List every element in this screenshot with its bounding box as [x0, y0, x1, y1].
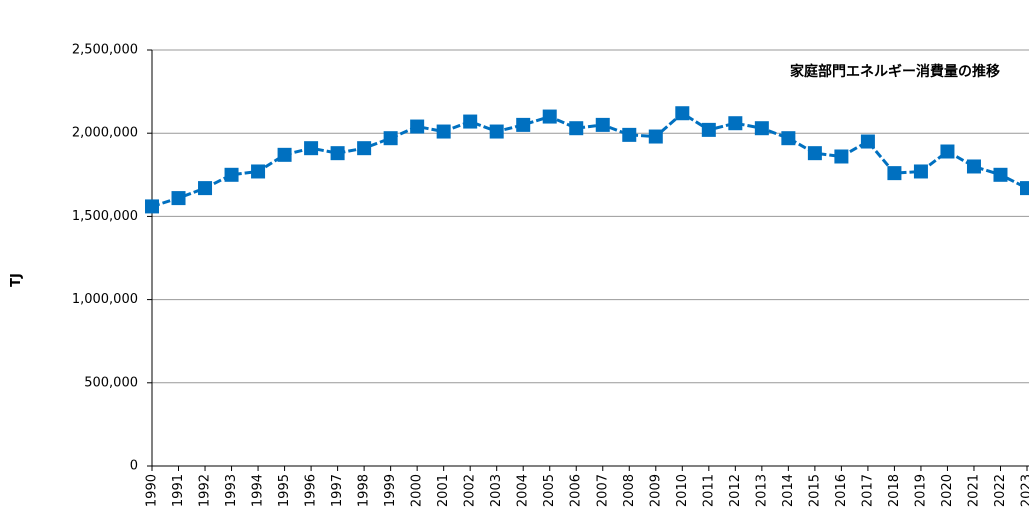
data-point — [913, 164, 928, 179]
data-point — [887, 166, 902, 181]
x-tick-label: 2011 — [701, 474, 716, 507]
data-point — [489, 124, 504, 139]
x-tick-label: 1995 — [277, 474, 292, 507]
data-point — [701, 122, 716, 137]
data-point — [145, 199, 159, 214]
x-tick-label: 1993 — [224, 474, 239, 507]
x-tick-label: 2020 — [940, 474, 955, 507]
x-tick-label: 2006 — [569, 474, 584, 507]
x-tick-label: 2010 — [675, 474, 690, 507]
data-point — [754, 121, 769, 136]
data-point — [357, 141, 372, 156]
x-tick-label: 2001 — [436, 474, 451, 507]
data-point — [860, 134, 875, 149]
x-tick-label: 2023 — [1020, 474, 1029, 507]
x-tick-label: 2021 — [966, 474, 981, 507]
data-point — [807, 146, 822, 161]
x-tick-label: 2018 — [887, 474, 902, 507]
y-tick-label: 2,500,000 — [72, 43, 138, 58]
x-tick-label: 1994 — [251, 474, 266, 507]
x-tick-label: 1996 — [304, 474, 319, 507]
y-tick-label: 1,000,000 — [72, 292, 138, 307]
x-tick-label: 2016 — [834, 474, 849, 507]
x-tick-label: 1991 — [171, 474, 186, 507]
data-point — [542, 109, 557, 124]
data-point — [304, 141, 319, 156]
x-tick-label: 2009 — [648, 474, 663, 507]
data-point — [436, 124, 451, 139]
data-point — [595, 117, 610, 132]
data-point — [383, 131, 398, 146]
data-point — [171, 191, 186, 206]
data-point — [648, 129, 663, 144]
x-tick-label: 2022 — [993, 474, 1008, 507]
series-line — [151, 111, 1028, 208]
x-tick-label: 1992 — [198, 474, 213, 507]
y-tick-label: 1,500,000 — [72, 209, 138, 224]
y-tick-label: 500,000 — [84, 375, 138, 390]
x-tick-label: 2015 — [807, 474, 822, 507]
data-point — [728, 116, 743, 131]
x-tick-label: 2002 — [463, 474, 478, 507]
data-point — [622, 127, 637, 142]
x-tick-label: 1997 — [330, 474, 345, 507]
data-point — [330, 146, 345, 161]
x-tick-label: 1998 — [357, 474, 372, 507]
data-point — [463, 114, 478, 129]
chart-title: 家庭部門エネルギー消費量の推移 — [790, 63, 1000, 80]
data-point — [251, 164, 266, 179]
x-tick-label: 2008 — [622, 474, 637, 507]
data-point — [224, 167, 239, 182]
y-axis-label: TJ — [9, 273, 24, 287]
x-tick-label: 2005 — [542, 474, 557, 507]
data-point — [834, 149, 849, 164]
data-point — [966, 159, 981, 174]
x-tick-label: 2003 — [489, 474, 504, 507]
x-tick-label: 2012 — [728, 474, 743, 507]
x-tick-label: 1999 — [383, 474, 398, 507]
data-point — [940, 144, 955, 159]
data-point — [198, 181, 213, 196]
data-point — [1020, 181, 1029, 196]
x-tick-label: 2019 — [913, 474, 928, 507]
x-tick-label: 2004 — [516, 474, 531, 507]
x-tick-label: 1990 — [145, 474, 160, 507]
x-tick-label: 2014 — [781, 474, 796, 507]
x-tick-label: 2000 — [410, 474, 425, 507]
data-point — [993, 167, 1008, 182]
y-tick-label: 0 — [130, 459, 138, 474]
x-tick-label: 2017 — [860, 474, 875, 507]
data-point — [781, 131, 796, 146]
data-point — [516, 117, 531, 132]
x-tick-label: 2007 — [595, 474, 610, 507]
data-point — [675, 106, 690, 121]
data-point — [410, 119, 425, 134]
data-point — [569, 121, 584, 136]
x-tick-label: 2013 — [754, 474, 769, 507]
data-point — [277, 147, 292, 162]
y-tick-label: 2,000,000 — [72, 126, 138, 141]
